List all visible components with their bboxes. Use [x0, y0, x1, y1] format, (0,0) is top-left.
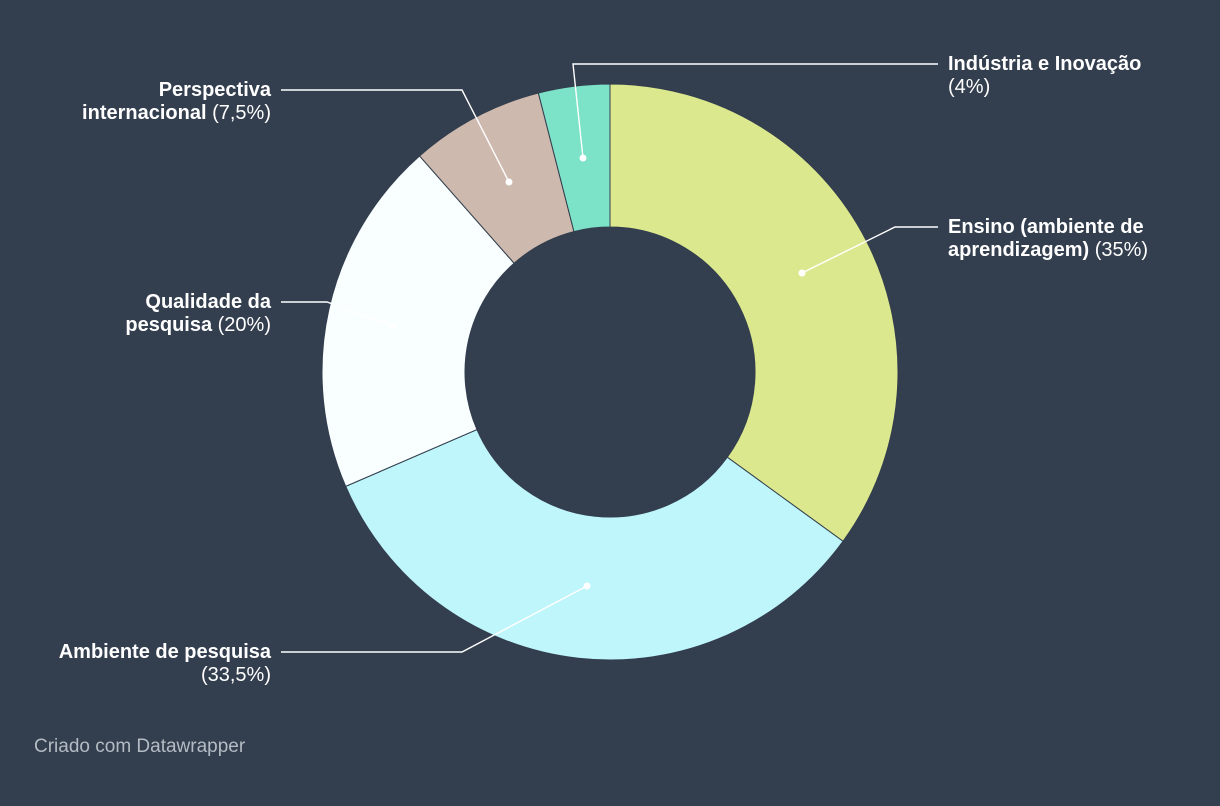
leader-dot-4	[505, 178, 513, 186]
leader-dot-3	[389, 322, 397, 330]
slice-label-name: aprendizagem)	[948, 239, 1089, 261]
slice-label-value: (33,5%)	[201, 664, 271, 686]
slice-label-name: Ensino (ambiente de	[948, 216, 1144, 238]
slice-label-name: Ambiente de pesquisa	[59, 641, 272, 663]
slice-label-value: (35%)	[1089, 239, 1148, 261]
slice-label-name: internacional	[82, 102, 206, 124]
leader-line-5	[572, 63, 938, 159]
slice-2[interactable]	[345, 428, 844, 661]
leader-line-4	[281, 89, 510, 183]
leader-line-2	[281, 585, 588, 653]
slice-3[interactable]	[321, 155, 515, 488]
leader-lines	[281, 63, 938, 653]
leader-line-1	[801, 226, 938, 274]
donut-slices	[321, 83, 899, 661]
slice-label-name: Qualidade da	[145, 291, 271, 313]
slice-label-name: Indústria e Inovação	[948, 53, 1141, 75]
slice-5[interactable]	[537, 83, 611, 233]
slice-labels: Ensino (ambiente de aprendizagem) (35%) Am…	[59, 53, 1148, 686]
slice-label-2: Ambiente de pesquisa (33,5%)	[59, 641, 272, 686]
slice-label-5: Indústria e Inovação (4%)	[948, 53, 1141, 98]
slice-label-4: Perspectiva internacional (7,5%)	[82, 79, 272, 124]
leader-dot-2	[583, 582, 591, 590]
slice-label-value: (7,5%)	[207, 102, 271, 124]
slice-label-value: (4%)	[948, 76, 990, 98]
slice-label-name: Perspectiva	[159, 79, 272, 101]
leader-line-3	[281, 301, 394, 327]
credit-text[interactable]: Criado com Datawrapper	[34, 736, 246, 757]
leader-dot-1	[798, 269, 806, 277]
slice-label-value: (20%)	[212, 314, 271, 336]
slice-label-1: Ensino (ambiente de aprendizagem) (35%)	[948, 216, 1148, 261]
slice-1[interactable]	[609, 83, 899, 542]
slice-label-name: pesquisa	[125, 314, 213, 336]
slice-label-3: Qualidade da pesquisa (20%)	[125, 291, 271, 336]
leader-dot-5	[579, 154, 587, 162]
